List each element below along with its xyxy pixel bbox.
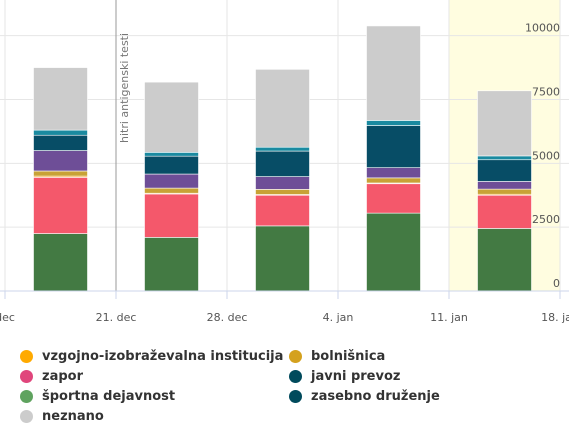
legend-swatch-icon: [20, 409, 33, 423]
bar-segment[interactable]: [33, 177, 88, 234]
y-tick-label: 7500: [532, 85, 560, 98]
legend-item[interactable]: bolnišnica: [289, 346, 385, 366]
bar-segment[interactable]: [255, 189, 310, 195]
legend-label: bolnišnica: [311, 348, 386, 364]
y-tick-label: 5000: [532, 149, 560, 162]
bars: [33, 25, 532, 292]
bar-segment[interactable]: [366, 212, 421, 292]
bar-segment[interactable]: [33, 233, 88, 292]
bar-segment[interactable]: [255, 194, 310, 227]
bar-segment[interactable]: [255, 69, 310, 148]
legend-label: javni prevoz: [311, 368, 401, 384]
legend-swatch-icon: [20, 349, 33, 363]
bar-segment[interactable]: [33, 170, 88, 177]
x-tick-label: 28. dec: [207, 311, 248, 324]
bar-segment[interactable]: [33, 129, 88, 136]
bar-segment[interactable]: [255, 225, 310, 292]
legend-swatch-icon: [20, 389, 33, 403]
bar-segment[interactable]: [477, 155, 532, 161]
bar-segment[interactable]: [144, 193, 199, 238]
bar-segment[interactable]: [477, 228, 532, 292]
bar-segment[interactable]: [144, 187, 199, 194]
x-tick-label: dec: [0, 311, 15, 324]
y-tick-label: 10000: [525, 22, 560, 35]
legend-item[interactable]: športna dejavnost: [20, 386, 175, 406]
legend-swatch-icon: [289, 369, 302, 383]
x-tick-label: 21. dec: [96, 311, 137, 324]
bar-segment[interactable]: [366, 120, 421, 126]
bar-segment[interactable]: [366, 167, 421, 179]
bar-segment[interactable]: [144, 81, 199, 153]
legend-item[interactable]: zasebno druženje: [289, 386, 440, 406]
y-axis-ticks: 0 2500 5000 7500 10000: [525, 22, 560, 290]
legend-label: neznano: [42, 408, 104, 424]
bar-segment[interactable]: [366, 183, 421, 214]
annotation-label: hitri antigenski testi: [118, 33, 131, 143]
y-tick-label: 0: [553, 277, 560, 290]
legend-item[interactable]: javni prevoz: [289, 366, 400, 386]
x-axis-ticks: dec 21. dec 28. dec 4. jan 11. jan 18. jan: [0, 291, 569, 324]
legend-label: športna dejavnost: [42, 388, 176, 404]
legend-item[interactable]: zapor: [20, 366, 83, 386]
stacked-bar-chart: hitri antigenski testi dec 21. dec 28. dec…: [0, 0, 569, 324]
bar-segment[interactable]: [144, 173, 199, 189]
x-tick-label: 11. jan: [430, 311, 468, 324]
legend-item[interactable]: neznano: [20, 406, 104, 426]
bar-segment[interactable]: [255, 146, 310, 152]
legend-swatch-icon: [20, 369, 33, 383]
bar-segment[interactable]: [144, 155, 199, 175]
bar-segment[interactable]: [33, 134, 88, 151]
legend-label: zasebno druženje: [311, 388, 440, 404]
bar-segment[interactable]: [477, 90, 532, 157]
bar-segment[interactable]: [255, 176, 310, 190]
legend-swatch-icon: [289, 349, 302, 363]
y-tick-label: 2500: [532, 213, 560, 226]
bar-segment[interactable]: [255, 150, 310, 177]
legend-label: zapor: [42, 368, 83, 384]
bar-segment[interactable]: [477, 159, 532, 182]
legend-swatch-icon: [289, 389, 302, 403]
bar-segment[interactable]: [144, 237, 199, 292]
bar-segment[interactable]: [366, 177, 421, 184]
legend-label: vzgojno-izobraževalna institucija: [42, 348, 284, 364]
bar-segment[interactable]: [144, 152, 199, 157]
bar-segment[interactable]: [366, 125, 421, 168]
bar-segment[interactable]: [477, 194, 532, 229]
x-tick-label: 4. jan: [323, 311, 354, 324]
bar-segment[interactable]: [477, 188, 532, 195]
bar-segment[interactable]: [33, 67, 88, 131]
bar-segment[interactable]: [366, 25, 421, 121]
bar-segment[interactable]: [33, 150, 88, 172]
bar-segment[interactable]: [477, 181, 532, 190]
legend-item[interactable]: vzgojno-izobraževalna institucija: [20, 346, 283, 366]
x-tick-label: 18. jan: [541, 311, 569, 324]
legend: vzgojno-izobraževalna institucija bolnišn…: [0, 340, 569, 426]
